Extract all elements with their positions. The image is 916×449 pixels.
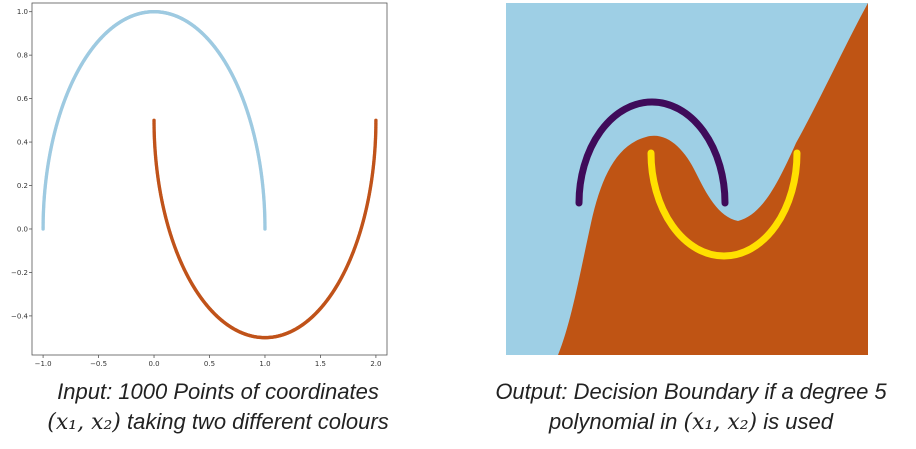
y-tick-label: 1.0 <box>17 8 28 16</box>
decision-region-class-b <box>558 3 868 355</box>
x-tick-label: 0.0 <box>148 360 159 368</box>
lower-moon-point <box>374 118 378 123</box>
y-tick-label: 0.2 <box>17 182 28 190</box>
decision-boundary-plot <box>506 3 868 355</box>
x-tick-label: −1.0 <box>35 360 52 368</box>
input-caption-line2: (x₁, x₂) taking two different colours <box>0 407 436 438</box>
upper-moon-point <box>41 227 45 231</box>
x-tick-label: 0.5 <box>204 360 215 368</box>
output-caption: Output: Decision Boundary if a degree 5 … <box>466 377 916 438</box>
y-tick-label: 0.8 <box>17 52 28 60</box>
y-tick-label: 0.6 <box>17 95 29 103</box>
output-caption-math: (x₁, x₂) <box>683 410 758 435</box>
x-tick-label: 1.0 <box>259 360 270 368</box>
input-caption: Input: 1000 Points of coordinates (x₁, x… <box>0 377 436 438</box>
output-caption-line1: Output: Decision Boundary if a degree 5 <box>495 379 887 404</box>
output-caption-line2: polynomial in (x₁, x₂) is used <box>466 407 916 438</box>
scatter-points <box>41 9 378 340</box>
x-tick-label: 1.5 <box>315 360 326 368</box>
y-tick-label: −0.2 <box>11 269 28 277</box>
lower-moon-points <box>647 149 801 260</box>
input-scatter-chart: −1.0 −0.5 0.0 0.5 1.0 1.5 2.0 −0.4 −0.2 0.0 0.2 0.4… <box>11 2 388 368</box>
y-tick-label: −0.4 <box>11 312 29 320</box>
axis-ticks: −1.0 −0.5 0.0 0.5 1.0 1.5 2.0 −0.4 −0.2 0.0 0.2 0.4… <box>11 8 381 368</box>
input-caption-rest: taking two different colours <box>120 409 389 434</box>
upper-moon-points <box>575 98 729 207</box>
x-tick-label: 2.0 <box>370 360 381 368</box>
input-caption-math: (x₁, x₂) <box>47 410 121 435</box>
y-tick-label: 0.4 <box>17 139 29 147</box>
output-caption-post: is used <box>757 409 833 434</box>
x-tick-label: −0.5 <box>90 360 107 368</box>
y-tick-label: 0.0 <box>17 225 28 233</box>
plot-frame <box>31 2 388 356</box>
input-caption-line1: Input: 1000 Points of coordinates <box>57 379 379 404</box>
output-caption-pre: polynomial in <box>549 409 684 434</box>
